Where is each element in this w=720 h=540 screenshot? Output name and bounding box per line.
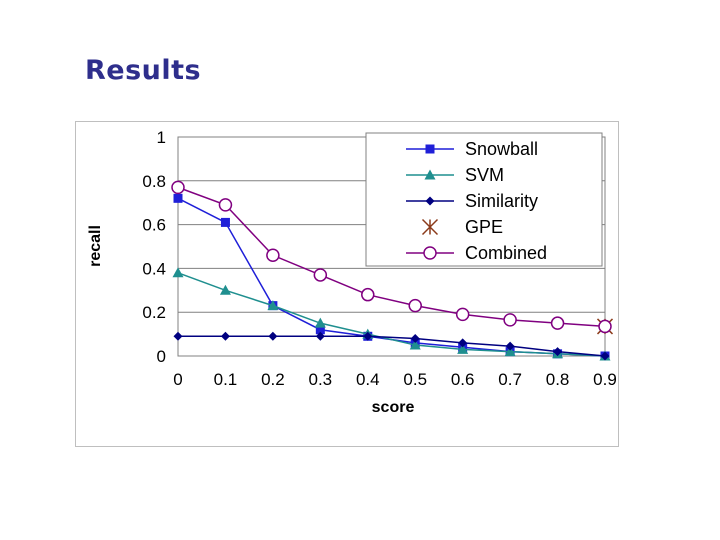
similarity-point (410, 333, 420, 343)
svm-point (267, 300, 279, 311)
combined-point (598, 319, 612, 334)
chart-frame: 0 0.2 0.4 0.6 0.8 1 0 0.1 0.2 0.3 0.4 0.5 0.6 0.7 0.8… (75, 121, 619, 447)
series-layer (171, 180, 614, 361)
legend: Snowball SVM Similarity GPE Combined (365, 132, 603, 267)
legend-item-combined: Combined (406, 243, 547, 263)
x-tick-label: 0.3 (309, 370, 333, 389)
svm-point (457, 343, 469, 354)
x-tick-label: 0.8 (546, 370, 570, 389)
series-combined (171, 180, 612, 334)
combined-point (266, 248, 280, 263)
y-tick-label: 0.4 (142, 259, 166, 278)
x-tick-label: 0.2 (261, 370, 285, 389)
legend-item-similarity: Similarity (406, 191, 538, 211)
slide-title: Results (85, 55, 202, 86)
similarity-point (268, 331, 278, 341)
snowball-point (173, 193, 183, 203)
combined-point (313, 268, 328, 282)
y-tick-label: 0.6 (142, 216, 166, 235)
y-axis-title: recall (87, 225, 104, 267)
y-tick-label: 1 (157, 128, 166, 147)
similarity-point (505, 341, 515, 351)
y-tick-label: 0.8 (142, 172, 166, 191)
x-tick-label: 0.9 (593, 370, 617, 389)
similarity-point (220, 331, 230, 341)
combined-point (503, 313, 517, 327)
similarity-point (553, 347, 563, 357)
x-tick-label: 0.6 (451, 370, 475, 389)
x-axis: 0 0.1 0.2 0.3 0.4 0.5 0.6 0.7 0.8 0.9 (173, 370, 617, 389)
snowball-point (220, 217, 230, 227)
x-tick-label: 0.1 (214, 370, 238, 389)
line-chart: 0 0.2 0.4 0.6 0.8 1 0 0.1 0.2 0.3 0.4 0.5 0.6 0.7 0.8… (87, 128, 617, 416)
similarity-point (315, 331, 325, 341)
legend-marker (421, 218, 439, 236)
similarity-point (173, 331, 183, 341)
legend-marker (425, 196, 435, 206)
svm-point (409, 339, 421, 350)
legend-box (365, 132, 603, 267)
y-tick-label: 0.2 (142, 303, 166, 322)
legend-label: GPE (465, 217, 503, 237)
similarity-line (178, 335, 606, 357)
x-axis-title: score (372, 399, 415, 416)
similarity-point (363, 331, 373, 341)
svm-point (219, 284, 231, 295)
legend-marker (425, 144, 435, 154)
x-tick-label: 0.4 (356, 370, 380, 389)
svm-line (177, 272, 606, 357)
combined-point (218, 198, 233, 212)
y-tick-label: 0 (157, 347, 166, 366)
legend-item-snowball: Snowball (406, 139, 538, 159)
combined-point (361, 287, 375, 302)
x-tick-label: 0 (173, 370, 182, 389)
combined-point (455, 307, 470, 322)
legend-item-gpe: GPE (421, 217, 503, 237)
combined-point (550, 316, 565, 330)
svm-point (504, 346, 516, 357)
snowball-point (315, 325, 325, 335)
svm-point (172, 267, 184, 278)
x-tick-label: 0.7 (498, 370, 522, 389)
svm-point (314, 317, 326, 328)
x-tick-label: 0.5 (403, 370, 427, 389)
combined-line (177, 186, 606, 328)
similarity-point (458, 338, 468, 348)
y-axis: 0 0.2 0.4 0.6 0.8 1 (142, 128, 166, 366)
legend-marker (424, 169, 436, 180)
legend-marker (423, 246, 437, 260)
similarity-point (600, 351, 610, 361)
series-similarity (173, 331, 610, 361)
legend-label: Snowball (465, 139, 538, 159)
legend-label: SVM (465, 165, 504, 185)
combined-point (408, 298, 422, 313)
legend-label: Similarity (465, 191, 538, 211)
combined-point (171, 180, 185, 195)
legend-item-svm: SVM (406, 165, 504, 185)
legend-label: Combined (465, 243, 547, 263)
